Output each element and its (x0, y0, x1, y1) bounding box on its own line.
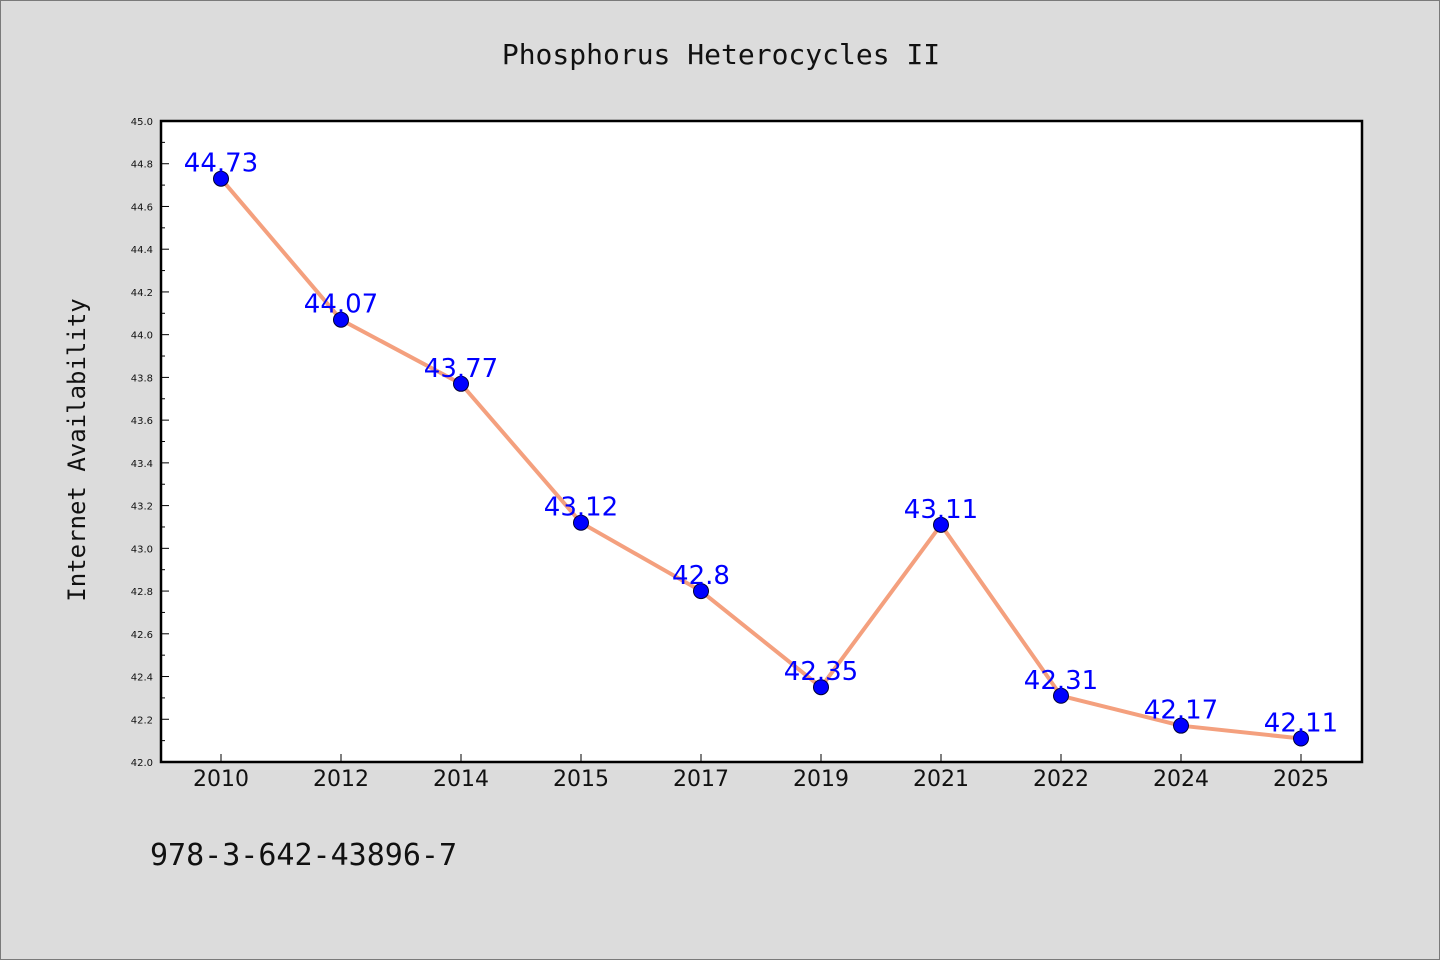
y-tick-label: 42.4 (131, 673, 153, 684)
isbn-text: 978-3-642-43896-7 (150, 838, 457, 873)
data-label: 43.12 (544, 493, 618, 523)
data-label: 42.31 (1024, 666, 1098, 696)
y-tick-label: 44.2 (131, 288, 153, 299)
x-tick-label: 2024 (1153, 767, 1209, 792)
y-tick-label: 43.8 (131, 373, 153, 384)
data-point (1293, 730, 1309, 747)
data-point (933, 516, 949, 533)
data-label: 44.07 (304, 290, 378, 320)
data-label: 42.8 (672, 561, 730, 591)
series-line (219, 177, 1302, 741)
data-point (1053, 687, 1069, 704)
x-tick-label: 2015 (553, 767, 609, 792)
y-tick-label: 43.4 (131, 459, 153, 470)
data-label: 42.35 (784, 657, 858, 687)
x-tick-label: 2012 (313, 767, 369, 792)
y-tick-label: 43.2 (131, 502, 153, 513)
chart-title: Phosphorus Heterocycles II (502, 38, 940, 71)
x-axis-ticks: 2010 2012 2014 2015 2017 2019 2021 2022 2024 2025 (193, 754, 1329, 792)
x-tick-label: 2022 (1033, 767, 1089, 792)
x-tick-label: 2017 (673, 767, 729, 792)
data-label: 44.73 (184, 149, 258, 179)
y-axis-label: Internet Availability (63, 298, 91, 601)
y-tick-label: 44.8 (131, 160, 153, 171)
y-tick-label: 42.6 (131, 630, 153, 641)
plot-area (159, 119, 1364, 764)
data-point (1173, 717, 1189, 734)
x-tick-label: 2021 (913, 767, 969, 792)
data-point (333, 311, 349, 328)
y-tick-label: 44.0 (131, 331, 153, 342)
x-tick-label: 2010 (193, 767, 249, 792)
y-tick-label: 42.0 (131, 758, 153, 769)
y-tick-label: 42.8 (131, 587, 153, 598)
y-tick-label: 45.0 (131, 117, 153, 128)
y-tick-label: 42.2 (131, 715, 153, 726)
data-label: 43.77 (424, 354, 498, 384)
data-point (453, 375, 469, 392)
series-layer: 44.73 44.07 43.77 43.12 42.8 42.35 43.11 42.31 4… (184, 149, 1338, 747)
data-label: 43.11 (904, 495, 978, 525)
y-tick-label: 44.4 (131, 245, 153, 256)
data-label: 42.17 (1144, 696, 1218, 726)
y-axis-ticks: 42.0 42.2 42.4 42.6 42.8 43.0 43.2 43.4 43.6 43.8… (131, 117, 169, 769)
x-tick-label: 2019 (793, 767, 849, 792)
y-tick-label: 43.0 (131, 544, 153, 555)
data-point (573, 514, 589, 531)
data-point (693, 583, 709, 600)
data-point (813, 679, 829, 696)
data-label: 42.11 (1264, 708, 1338, 738)
y-tick-label: 44.6 (131, 202, 153, 213)
data-point (213, 170, 229, 187)
x-tick-label: 2025 (1273, 767, 1329, 792)
y-tick-label: 43.6 (131, 416, 153, 427)
x-tick-label: 2014 (433, 767, 489, 792)
